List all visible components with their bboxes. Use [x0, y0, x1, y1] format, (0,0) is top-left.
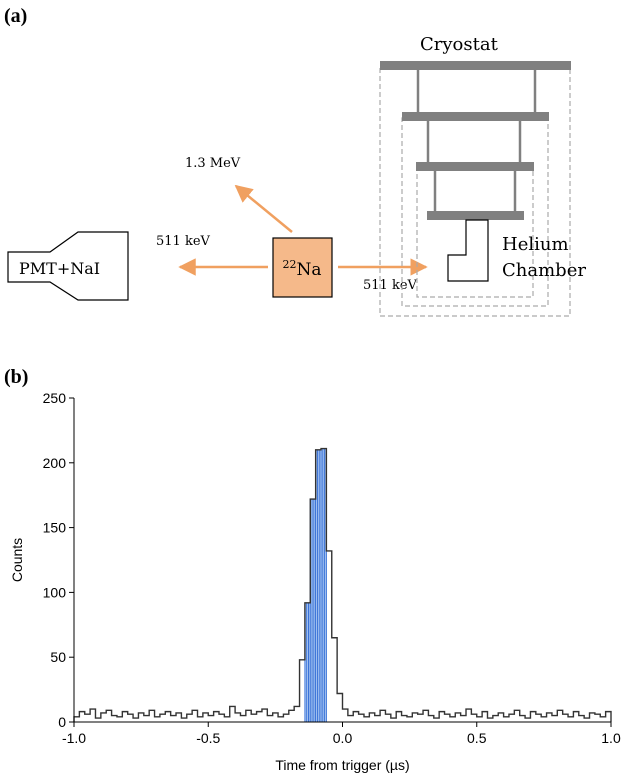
energy-up-label: 1.3 MeV — [185, 156, 241, 171]
highlight-bin — [310, 499, 316, 722]
histogram-chart: 0 50 100 150 200 250 -1.0 -0.5 0.0 0.5 1.0 Time fro… — [9, 390, 621, 773]
panel-b: (b) 0 50 100 150 200 250 -1.0 -0.5 0.0 0.5 1.0 Time… — [4, 366, 621, 773]
energy-left-label: 511 keV — [156, 234, 211, 249]
x-tick-label: 1.0 — [601, 730, 621, 746]
cryostat-plate-4 — [427, 211, 524, 220]
chamber-label-line1: Helium — [502, 234, 569, 255]
source-element: Na — [296, 260, 321, 280]
y-tick-label: 100 — [43, 584, 67, 600]
y-tick-label: 200 — [43, 455, 67, 471]
highlight-bin — [315, 449, 322, 722]
y-tick-label: 150 — [43, 520, 67, 536]
cryostat — [379, 61, 571, 317]
cryostat-plate-1 — [380, 61, 571, 70]
x-tick-label: 0.0 — [333, 730, 353, 746]
source-label: 22Na — [282, 258, 321, 280]
source-mass-number: 22 — [282, 258, 296, 271]
x-tick-label: -0.5 — [196, 730, 220, 746]
panel-a-label: (a) — [4, 5, 27, 27]
panel-b-label: (b) — [4, 366, 28, 388]
detector-label: PMT+NaI — [19, 259, 100, 278]
y-tick-label: 0 — [58, 714, 66, 730]
arrow-up — [234, 184, 293, 233]
x-tick-label: -1.0 — [62, 730, 86, 746]
cryostat-plate-3 — [416, 162, 534, 171]
helium-chamber — [447, 219, 489, 282]
x-tick-label: 0.5 — [467, 730, 487, 746]
x-axis-label: Time from trigger (µs) — [275, 757, 409, 773]
y-axis-label: Counts — [9, 538, 25, 582]
cryostat-label: Cryostat — [420, 34, 499, 55]
chamber-label-line2: Chamber — [502, 260, 586, 281]
cryostat-outer-shield — [379, 66, 571, 317]
cryostat-plate-2 — [402, 112, 549, 121]
y-tick-label: 250 — [43, 390, 67, 406]
cryostat-rods — [416, 70, 537, 211]
panel-a: (a) PMT+NaI 22Na 1.3 MeV 511 keV 511 keV… — [4, 5, 586, 317]
histogram-line — [73, 447, 612, 722]
highlight-bin — [304, 602, 311, 722]
pmt-nai-detector — [7, 231, 129, 301]
na22-source — [272, 237, 333, 298]
highlight-bin — [321, 448, 327, 722]
energy-right-label: 511 keV — [363, 278, 418, 293]
y-tick-label: 50 — [50, 649, 66, 665]
